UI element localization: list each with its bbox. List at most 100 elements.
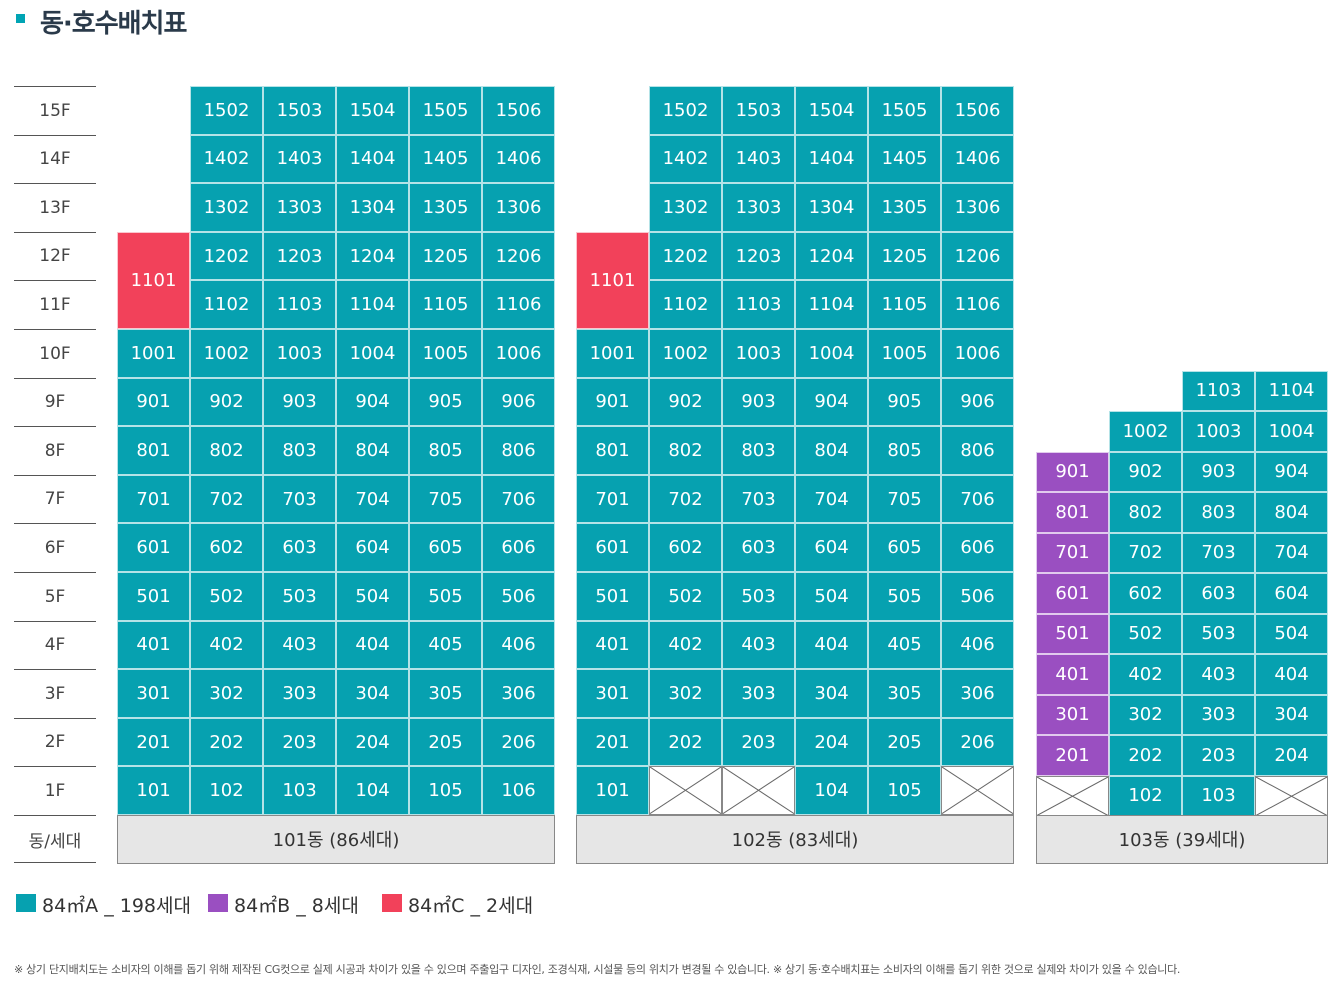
unit-cell: 306 — [941, 669, 1014, 718]
building-label: 102동 (83세대) — [576, 815, 1014, 864]
empty-unit — [722, 766, 795, 815]
unit-cell: 906 — [482, 377, 555, 427]
unit-cell: 203 — [1182, 735, 1255, 776]
unit-cell: 502 — [1109, 613, 1182, 654]
unit-cell: 1302 — [190, 183, 263, 232]
unit-cell: 602 — [190, 523, 263, 572]
unit-cell: 303 — [722, 669, 795, 718]
floor-label: 1F — [14, 766, 96, 814]
unit-cell: 802 — [649, 426, 722, 475]
unit-cell: 1202 — [190, 231, 263, 281]
floor-label: 4F — [14, 620, 96, 669]
unit-cell: 1205 — [409, 231, 482, 281]
legend-swatch-c — [382, 894, 402, 912]
floor-label: 14F — [14, 134, 96, 183]
unit-cell: 705 — [868, 474, 941, 524]
empty-unit — [649, 766, 722, 815]
unit-cell: 906 — [941, 377, 1014, 427]
unit-cell: 1306 — [941, 183, 1014, 232]
unit-cell: 1002 — [190, 329, 263, 378]
legend-swatch-b — [208, 894, 228, 912]
unit-cell: 204 — [336, 717, 409, 767]
unit-cell: 202 — [649, 717, 722, 767]
unit-cell: 1303 — [722, 183, 795, 232]
unit-cell: 1506 — [941, 86, 1014, 135]
page-title: 동·호수배치표 — [40, 9, 187, 39]
unit-cell: 1004 — [795, 329, 868, 378]
unit-cell: 204 — [795, 717, 868, 767]
unit-cell: 1105 — [868, 280, 941, 329]
unit-cell: 603 — [722, 523, 795, 572]
unit-cell: 102 — [1109, 775, 1182, 816]
unit-cell: 904 — [336, 377, 409, 427]
unit-cell: 604 — [795, 523, 868, 572]
unit-cell: 106 — [482, 766, 555, 815]
unit-cell: 501 — [1036, 613, 1109, 654]
legend-label-c: 84㎡C _ 2세대 — [408, 895, 534, 917]
unit-cell: 1504 — [336, 86, 409, 135]
unit-cell: 506 — [482, 572, 555, 621]
legend-label-b: 84㎡B _ 8세대 — [234, 895, 359, 917]
empty-unit — [1036, 775, 1109, 816]
unit-cell: 1403 — [722, 134, 795, 184]
unit-cell: 701 — [117, 474, 190, 524]
unit-cell: 1105 — [409, 280, 482, 329]
unit-cell: 403 — [1182, 654, 1255, 695]
unit-cell: 1006 — [482, 329, 555, 378]
unit-cell: 302 — [649, 669, 722, 718]
unit-cell: 1104 — [336, 280, 409, 329]
unit-cell: 905 — [868, 377, 941, 427]
unit-cell: 902 — [190, 377, 263, 427]
unit-cell: 1003 — [722, 329, 795, 378]
unit-cell: 1104 — [1255, 370, 1328, 411]
unit-cell: 901 — [117, 377, 190, 427]
unit-cell: 1004 — [1255, 411, 1328, 452]
unit-cell: 803 — [263, 426, 336, 475]
legend-swatch-a — [16, 894, 36, 912]
unit-cell: 101 — [117, 766, 190, 815]
unit-cell: 1406 — [941, 134, 1014, 184]
unit-cell: 202 — [190, 717, 263, 767]
unit-cell: 903 — [1182, 451, 1255, 492]
unit-cell: 1001 — [576, 329, 649, 378]
unit-cell: 1404 — [795, 134, 868, 184]
unit-cell: 201 — [1036, 735, 1109, 776]
unit-cell: 601 — [1036, 573, 1109, 614]
unit-cell: 101 — [576, 766, 649, 815]
unit-cell: 1402 — [649, 134, 722, 184]
unit-cell: 806 — [941, 426, 1014, 475]
unit-cell: 1504 — [795, 86, 868, 135]
unit-cell: 806 — [482, 426, 555, 475]
unit-cell: 1304 — [795, 183, 868, 232]
unit-cell: 1305 — [409, 183, 482, 232]
unit-cell: 602 — [649, 523, 722, 572]
unit-cell: 206 — [482, 717, 555, 767]
unit-cell: 705 — [409, 474, 482, 524]
floor-label: 8F — [14, 426, 96, 474]
unit-cell: 304 — [795, 669, 868, 718]
unit-cell: 306 — [482, 669, 555, 718]
unit-cell: 1203 — [722, 231, 795, 281]
unit-cell: 801 — [117, 426, 190, 475]
unit-cell: 1206 — [941, 231, 1014, 281]
unit-cell: 1103 — [263, 280, 336, 329]
unit-cell: 504 — [1255, 613, 1328, 654]
unit-cell: 1406 — [482, 134, 555, 184]
unit-cell: 1101 — [576, 231, 649, 329]
unit-cell: 803 — [1182, 492, 1255, 533]
unit-cell: 1502 — [649, 86, 722, 135]
unit-cell: 403 — [263, 620, 336, 670]
floor-label: 10F — [14, 329, 96, 377]
unit-cell: 1006 — [941, 329, 1014, 378]
unit-cell: 301 — [576, 669, 649, 718]
unit-cell: 1202 — [649, 231, 722, 281]
unit-cell: 703 — [263, 474, 336, 524]
unit-cell: 1404 — [336, 134, 409, 184]
unit-cell: 205 — [868, 717, 941, 767]
unit-cell: 402 — [649, 620, 722, 670]
unit-cell: 405 — [868, 620, 941, 670]
unit-cell: 104 — [795, 766, 868, 815]
unit-cell: 1106 — [941, 280, 1014, 329]
unit-cell: 501 — [117, 572, 190, 621]
unit-cell: 506 — [941, 572, 1014, 621]
